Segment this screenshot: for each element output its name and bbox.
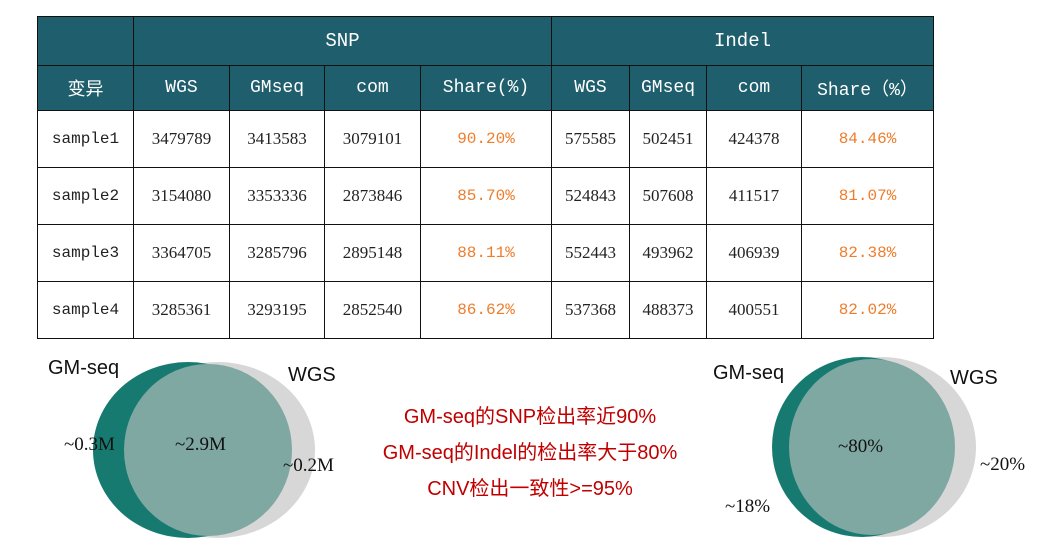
snp-gmseq-cell: 3293195: [229, 281, 325, 339]
indel-venn-overlap: ~80%: [838, 436, 884, 457]
indel-share-cell: 81.07%: [801, 167, 934, 225]
indel-gmseq-header: GMseq: [629, 65, 707, 111]
summary-line-indel: GM-seq的Indel的检出率大于80%: [382, 442, 678, 464]
snp-group-header: SNP: [133, 16, 552, 66]
snp-com-cell: 3079101: [324, 110, 421, 168]
indel-share-cell: 82.02%: [801, 281, 934, 339]
column-header-row: 变异 WGS GMseq com Share(%) WGS GMseq com …: [37, 65, 934, 111]
snp-com-cell: 2852540: [324, 281, 421, 339]
snp-share-cell: 90.20%: [420, 110, 552, 168]
snp-gmseq-header: GMseq: [229, 65, 325, 111]
indel-gmseq-cell: 507608: [629, 167, 707, 225]
snp-gmseq-cell: 3353336: [229, 167, 325, 225]
snp-venn-right-only: ~0.2M: [283, 455, 334, 476]
snp-com-header: com: [324, 65, 421, 111]
snp-share-header: Share(%): [420, 65, 552, 111]
snp-com-cell: 2873846: [324, 167, 421, 225]
indel-com-cell: 411517: [706, 167, 802, 225]
snp-venn-left-only: ~0.3M: [64, 434, 115, 455]
summary-line-cnv: CNV检出一致性>=95%: [427, 478, 633, 500]
snp-venn-wgs-label: WGS: [288, 364, 336, 386]
indel-share-cell: 82.38%: [801, 224, 934, 282]
indel-com-cell: 400551: [706, 281, 802, 339]
snp-com-cell: 2895148: [324, 224, 421, 282]
table-row: sample2 3154080 3353336 2873846 85.70% 5…: [37, 167, 934, 225]
summary-line-snp: GM-seq的SNP检出率近90%: [403, 406, 657, 428]
corner-header-cell: [37, 16, 134, 66]
overlap-region: [789, 359, 955, 535]
indel-venn-diagram: [772, 357, 976, 537]
snp-wgs-cell: 3479789: [133, 110, 230, 168]
snp-wgs-header: WGS: [133, 65, 230, 111]
indel-com-cell: 406939: [706, 224, 802, 282]
indel-com-header: com: [706, 65, 802, 111]
snp-venn-diagram: [93, 362, 315, 538]
summary-text: GM-seq的SNP检出率近90% GM-seq的Indel的检出率大于80% …: [345, 399, 715, 507]
snp-wgs-cell: 3154080: [133, 167, 230, 225]
indel-gmseq-cell: 488373: [629, 281, 707, 339]
group-header-row: SNP Indel: [37, 16, 934, 66]
snp-venn-gmseq-label: GM-seq: [48, 357, 120, 379]
sample-name-cell: sample3: [37, 224, 134, 282]
table-row: sample1 3479789 3413583 3079101 90.20% 5…: [37, 110, 934, 168]
indel-wgs-cell: 537368: [551, 281, 630, 339]
indel-venn-right-only: ~20%: [980, 454, 1026, 475]
snp-wgs-cell: 3285361: [133, 281, 230, 339]
sample-name-cell: sample2: [37, 167, 134, 225]
variant-header: 变异: [37, 65, 134, 111]
table-row: sample3 3364705 3285796 2895148 88.11% 5…: [37, 224, 934, 282]
indel-venn-left-only: ~18%: [725, 496, 771, 517]
indel-gmseq-cell: 493962: [629, 224, 707, 282]
indel-share-cell: 84.46%: [801, 110, 934, 168]
indel-venn-wgs-label: WGS: [950, 367, 998, 389]
table-row: sample4 3285361 3293195 2852540 86.62% 5…: [37, 281, 934, 339]
snp-wgs-cell: 3364705: [133, 224, 230, 282]
snp-gmseq-cell: 3413583: [229, 110, 325, 168]
indel-wgs-header: WGS: [551, 65, 630, 111]
sample-name-cell: sample4: [37, 281, 134, 339]
indel-com-cell: 424378: [706, 110, 802, 168]
snp-share-cell: 85.70%: [420, 167, 552, 225]
sample-name-cell: sample1: [37, 110, 134, 168]
indel-gmseq-cell: 502451: [629, 110, 707, 168]
indel-wgs-cell: 524843: [551, 167, 630, 225]
indel-share-header: Share（%）: [801, 65, 934, 111]
indel-wgs-cell: 575585: [551, 110, 630, 168]
snp-venn-overlap: ~2.9M: [175, 434, 226, 455]
indel-wgs-cell: 552443: [551, 224, 630, 282]
indel-venn-gmseq-label: GM-seq: [713, 362, 785, 384]
results-table: SNP Indel 变异 WGS GMseq com Share(%) WGS …: [37, 16, 934, 339]
snp-gmseq-cell: 3285796: [229, 224, 325, 282]
snp-share-cell: 86.62%: [420, 281, 552, 339]
indel-group-header: Indel: [551, 16, 934, 66]
overlap-region: [124, 364, 292, 536]
snp-share-cell: 88.11%: [420, 224, 552, 282]
